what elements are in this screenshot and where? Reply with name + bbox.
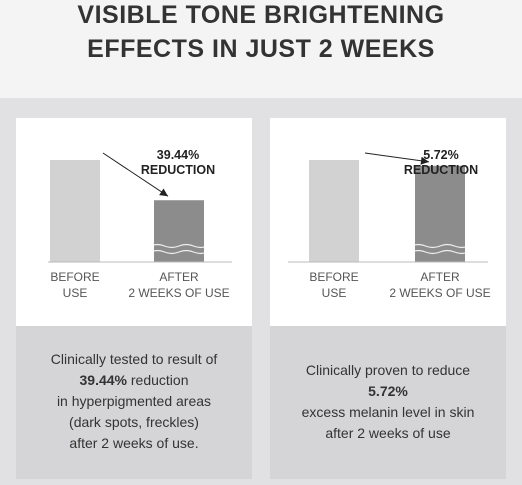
reduction-arrowhead <box>159 188 168 197</box>
headline-line-2: EFFECTS IN JUST 2 WEEKS <box>87 35 435 63</box>
caption-line-1: Clinically proven to reduce <box>305 362 471 378</box>
caption-dark-spots: Clinically tested to result of 39.44% re… <box>16 326 252 479</box>
category-after-line-1: AFTER <box>159 270 199 284</box>
category-before-line-1: BEFORE <box>50 270 99 284</box>
wave-line <box>410 249 470 255</box>
category-after-line-2: 2 WEEKS OF USE <box>128 286 229 300</box>
category-before-line-2: USE <box>322 286 347 300</box>
caption-melanin: Clinically proven to reduce 5.72% excess… <box>270 326 506 479</box>
wave-line <box>410 243 470 249</box>
category-after-line-2: 2 WEEKS OF USE <box>389 286 490 300</box>
reduction-label: REDUCTION <box>404 163 478 177</box>
caption-line-4: (dark spots, freckles) <box>69 414 199 430</box>
category-before-line-2: USE <box>63 286 88 300</box>
result-panel-melanin: 5.72% REDUCTION BEFORE USE AFTER 2 WEEKS… <box>270 118 506 479</box>
bar-before <box>309 160 359 262</box>
reduction-arrowhead <box>420 156 429 165</box>
reduction-value: 39.44% <box>157 148 199 162</box>
bar-before <box>50 160 100 262</box>
reduction-arrow <box>364 152 430 163</box>
wave-line <box>149 249 209 255</box>
caption-line-1: Clinically tested to result of <box>50 351 218 367</box>
wave-mark <box>149 243 209 255</box>
caption-highlight: 5.72% <box>368 383 408 399</box>
wave-mark <box>410 243 470 255</box>
caption-highlight: 39.44% <box>79 372 127 388</box>
caption-line-2: 39.44% reduction <box>16 370 252 391</box>
caption-line-4: after 2 weeks of use <box>325 425 451 441</box>
category-before-line-1: BEFORE <box>309 270 358 284</box>
caption-line-3: excess melanin level in skin <box>301 404 475 420</box>
reduction-arrow <box>102 152 169 197</box>
header: VISIBLE TONE BRIGHTENING EFFECTS IN JUST… <box>0 0 522 98</box>
bar-chart-dark-spots: 39.44% REDUCTION BEFORE USE AFTER 2 WEEK… <box>48 148 232 300</box>
reduction-label: REDUCTION <box>141 163 215 177</box>
bar-chart-melanin: 5.72% REDUCTION BEFORE USE AFTER 2 WEEKS… <box>288 148 491 300</box>
chart-card-melanin: 5.72% REDUCTION BEFORE USE AFTER 2 WEEKS… <box>270 118 506 326</box>
wave-line <box>149 243 209 249</box>
result-panel-dark-spots: 39.44% REDUCTION BEFORE USE AFTER 2 WEEK… <box>16 118 252 479</box>
caption-line-3: in hyperpigmented areas <box>56 393 212 409</box>
caption-line-2-rest: reduction <box>127 372 189 388</box>
caption-line-5: after 2 weeks of use. <box>69 435 199 451</box>
reduction-value: 5.72% <box>423 148 458 162</box>
category-after-line-1: AFTER <box>420 270 460 284</box>
chart-card-dark-spots: 39.44% REDUCTION BEFORE USE AFTER 2 WEEK… <box>16 118 252 326</box>
headline-line-1: VISIBLE TONE BRIGHTENING <box>77 1 445 29</box>
